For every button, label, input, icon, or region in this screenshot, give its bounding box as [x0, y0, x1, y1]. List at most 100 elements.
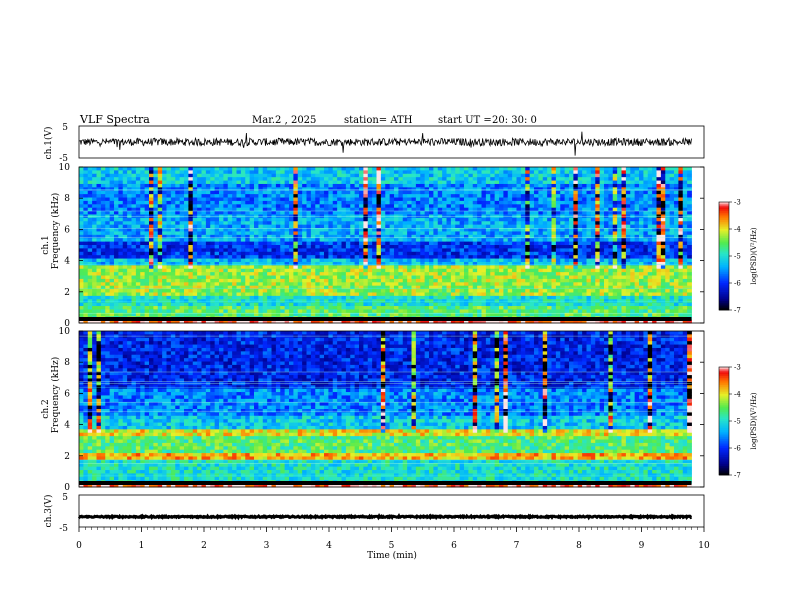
spec1-cell	[437, 224, 443, 229]
spec1-cell	[372, 194, 377, 198]
spec1-cell	[350, 258, 356, 263]
spec1-cell	[385, 170, 391, 175]
spec1-cell	[249, 248, 255, 253]
spec1-cell	[639, 234, 644, 239]
spec1-cell	[280, 173, 286, 178]
spec1-cell	[376, 173, 382, 178]
spec1-cell	[520, 255, 526, 259]
spec1-cell	[415, 228, 421, 232]
spec1-cell	[127, 190, 132, 195]
spec1-cell	[569, 204, 574, 209]
spec1-cell	[639, 200, 644, 205]
spec1-cell	[345, 221, 351, 226]
spec1-cell	[394, 255, 399, 259]
spec1-cell	[551, 272, 557, 276]
spec1-cell	[608, 282, 614, 287]
spec1-cell	[83, 228, 89, 232]
spec1-cell	[477, 217, 482, 222]
spec1-cell	[512, 224, 517, 229]
spec1-cell	[249, 197, 255, 202]
spec1-cell	[144, 268, 150, 273]
spec1-cell	[227, 248, 233, 253]
spec1-cell	[131, 207, 137, 212]
spec1-cell	[586, 248, 592, 253]
spec1-cell	[621, 207, 627, 212]
spec1-cell	[516, 282, 522, 287]
spec1-cell	[437, 200, 443, 205]
spec1-cell	[599, 245, 605, 249]
spec1-cell	[595, 200, 601, 205]
spec1-cell	[503, 275, 509, 280]
spec1-cell	[617, 204, 622, 209]
spec1-cell	[87, 207, 93, 212]
spec1-cell	[306, 183, 312, 188]
spec1-cell	[306, 228, 312, 232]
spec1-cell	[240, 200, 246, 205]
spec1-cell	[114, 167, 119, 171]
spec1-cell	[380, 241, 386, 246]
spec1-cell	[324, 183, 329, 188]
spec1-cell	[127, 211, 132, 215]
spec1-cell	[83, 282, 89, 287]
spec1-cell	[516, 278, 522, 283]
spec1-cell	[411, 275, 417, 280]
spec1-cell	[315, 180, 321, 185]
spec1-cell	[114, 200, 119, 205]
spec1-cell	[122, 248, 128, 253]
spec1-cell	[490, 177, 496, 181]
spec1-cell	[389, 278, 395, 283]
spec1-cell	[446, 228, 452, 232]
spec1-cell	[254, 204, 259, 209]
spec1-cell	[385, 255, 391, 259]
spec1-cell	[560, 268, 566, 273]
spec1-cell	[240, 197, 246, 202]
spec1-cell	[595, 180, 601, 185]
spec1-cell	[512, 245, 517, 249]
spec1-cell	[582, 275, 587, 280]
spec1-cell	[100, 211, 106, 215]
spec1-cell	[525, 272, 531, 276]
spec1-cell	[284, 217, 290, 222]
spec1-cell	[455, 265, 461, 270]
spec1-cell	[293, 207, 299, 212]
spec1-cell	[582, 207, 587, 212]
spec1-cell	[485, 261, 491, 266]
spec1-cell	[398, 238, 404, 243]
spec1-cell	[289, 241, 294, 246]
spec1-cell	[590, 275, 596, 280]
spec1-cell	[332, 197, 338, 202]
spec1-cell	[590, 228, 596, 232]
spec1-cell	[232, 177, 237, 181]
spec1-cell	[494, 261, 500, 266]
spec1-cell	[262, 211, 268, 215]
spec1-cell	[660, 265, 666, 270]
spec1-cell	[621, 173, 627, 178]
spec1-cell	[464, 241, 469, 246]
spec1-cell	[363, 238, 369, 243]
spec1-cell	[507, 248, 513, 253]
spec1-cell	[258, 180, 264, 185]
spec1-cell	[324, 265, 329, 270]
spec1-cell	[245, 170, 251, 175]
spec1-cell	[153, 221, 159, 226]
spec1-cell	[634, 207, 640, 212]
spec1-cell	[477, 231, 482, 236]
spec1-cell	[660, 217, 666, 222]
spec1-cell	[424, 265, 430, 270]
spec1-cell	[464, 207, 469, 212]
spec1-cell	[415, 217, 421, 222]
spec1-cell	[210, 238, 216, 243]
spec1-cell	[79, 238, 84, 243]
spec1-cell	[569, 197, 574, 202]
spec1-cell	[582, 224, 587, 229]
spec1-cell	[660, 170, 666, 175]
spec1-cell	[149, 177, 154, 181]
spec1-cell	[573, 275, 579, 280]
spec1-cell	[350, 248, 356, 253]
spec1-cell	[437, 245, 443, 249]
spec1-cell	[560, 255, 566, 259]
spec1-cell	[162, 241, 167, 246]
spec1-cell	[214, 211, 220, 215]
spec1-cell	[310, 272, 316, 276]
spec1-cell	[459, 245, 465, 249]
